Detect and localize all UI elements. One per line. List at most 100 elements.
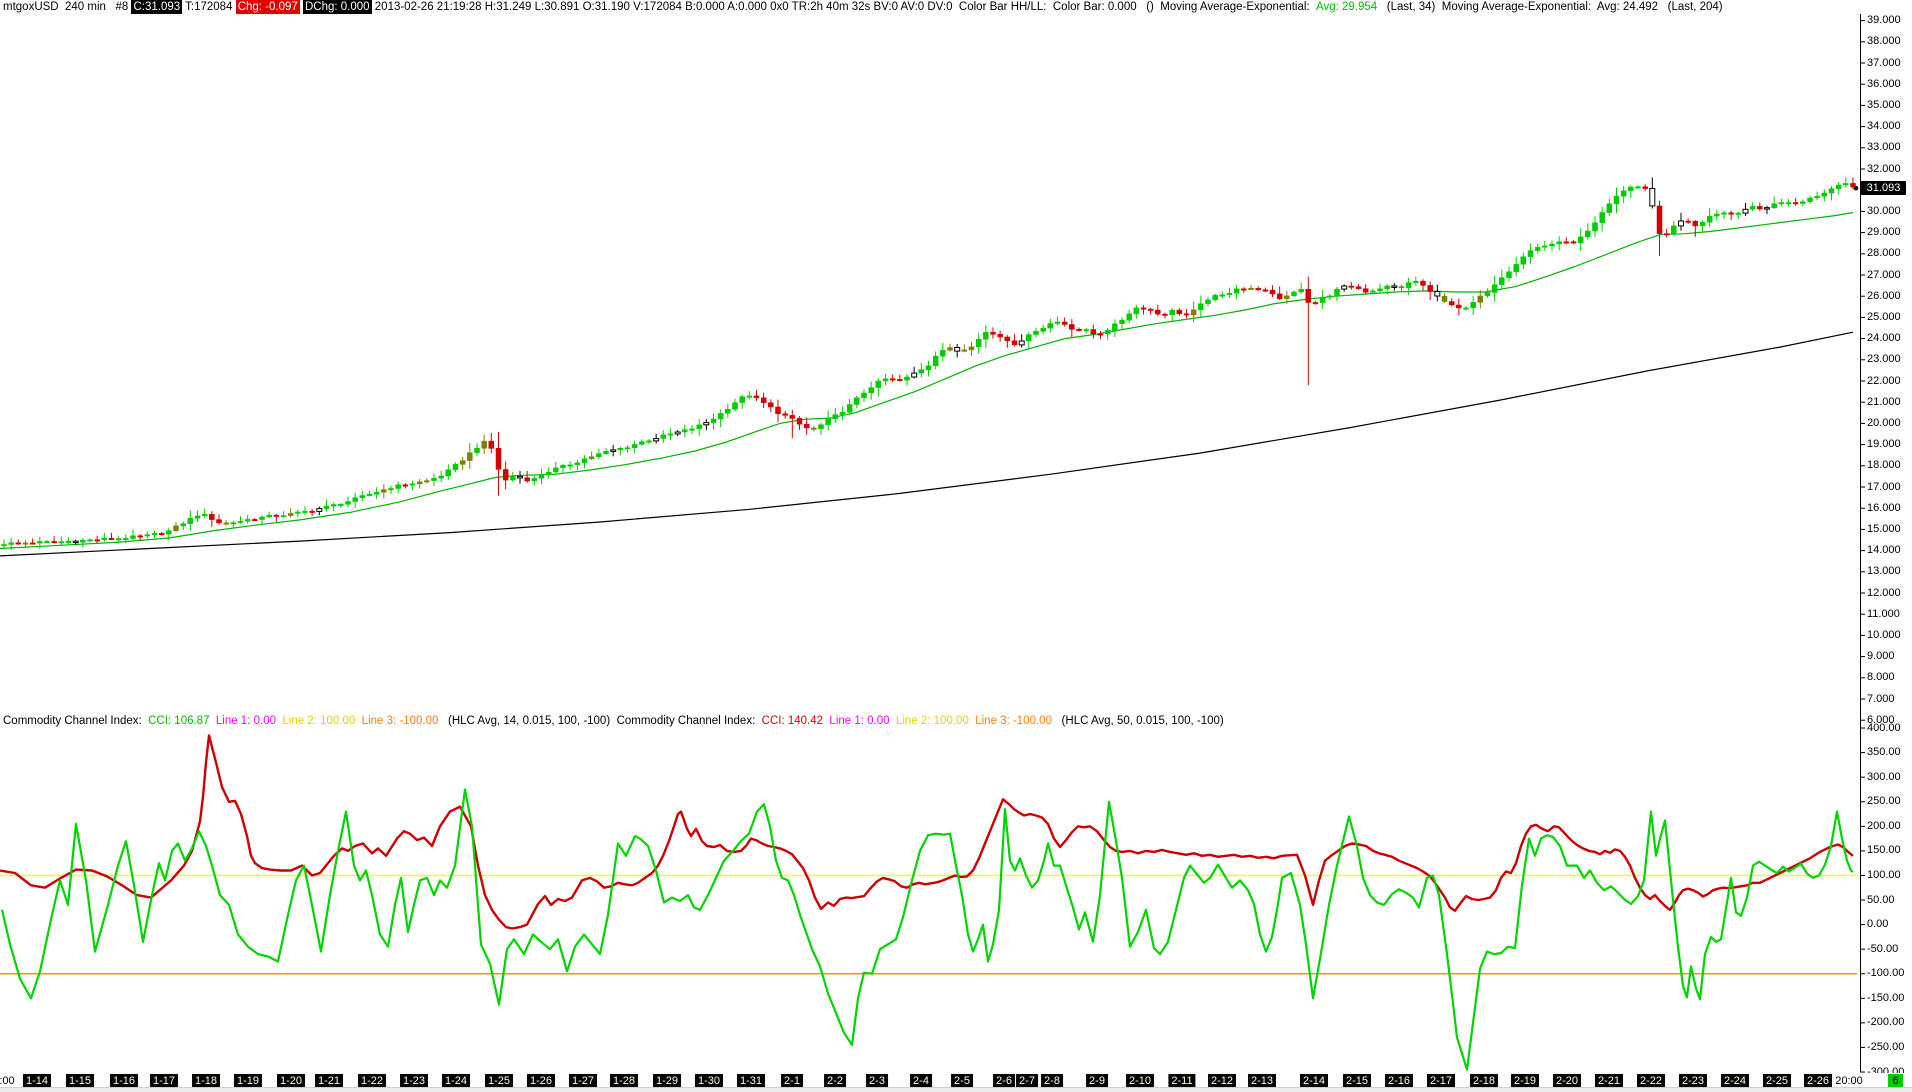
indicator-segment: Line 3: -100.00 (968, 715, 1052, 727)
cci-tick-label: 50.00 (1867, 893, 1895, 906)
price-tick-label: 17.000 (1867, 480, 1901, 493)
time-axis-label: 2-15 (1342, 1074, 1372, 1089)
cci-tick-label: 350.00 (1867, 746, 1901, 759)
cci-tick-label: -150.00 (1867, 991, 1905, 1004)
indicator-segment: (HLC Avg, 14, 0.015, 100, -100) (438, 715, 617, 727)
time-axis-label: 1-22 (357, 1074, 387, 1089)
price-tick-label: 25.000 (1867, 310, 1901, 323)
price-tick-label: 38.000 (1867, 35, 1901, 48)
time-axis-label: 2-11 (1168, 1074, 1196, 1089)
price-tick-label: 37.000 (1867, 56, 1901, 69)
indicator-segment: (HLC Avg, 50, 0.015, 100, -100) (1051, 715, 1224, 727)
time-axis-label: 1-26 (526, 1074, 556, 1089)
indicator-segment: CCI: 140.42 (761, 715, 824, 727)
cci-tick-label: -50.00 (1867, 942, 1899, 955)
price-tick-label: 21.000 (1867, 395, 1901, 408)
price-tick-label: 13.000 (1867, 565, 1901, 578)
time-axis-label: 1-23 (399, 1074, 429, 1089)
cci-tick-label: -100.00 (1867, 967, 1905, 980)
time-axis-label: 2-13 (1247, 1074, 1277, 1089)
time-axis-label: 2-22 (1636, 1074, 1666, 1089)
time-axis-label: 2-3 (866, 1074, 888, 1089)
cci-tick-label: 200.00 (1867, 819, 1901, 832)
status-segment: Avg: 29.954 (1316, 1, 1378, 13)
price-tick-label: 39.000 (1867, 14, 1901, 27)
time-axis-label: 2-4 (910, 1074, 932, 1089)
time-axis-label: 1-31 (736, 1074, 766, 1089)
time-axis-label: 1-19 (233, 1074, 263, 1089)
indicator-segment: Line 3: -100.00 (355, 715, 439, 727)
time-axis-trailing-label: 20:00 (1835, 1074, 1863, 1089)
indicator-segment: Commodity Channel Index: (616, 715, 762, 727)
price-tick-label: 33.000 (1867, 141, 1901, 154)
time-axis-label: 1-25 (484, 1074, 514, 1089)
price-tick-label: 18.000 (1867, 459, 1901, 472)
cci-tick-label: -250.00 (1867, 1040, 1905, 1053)
price-tick-label: 15.000 (1867, 522, 1901, 535)
price-tick-label: 28.000 (1867, 247, 1901, 260)
candles-layer (1, 177, 1856, 550)
price-tick-label: 35.000 (1867, 98, 1901, 111)
time-axis-label: 2-23 (1678, 1074, 1708, 1089)
line-series (0, 734, 1854, 930)
price-tick-label: 26.000 (1867, 289, 1901, 302)
time-axis-label: 2-20 (1552, 1074, 1582, 1089)
cci-tick-label: 400.00 (1867, 721, 1901, 734)
price-tick-label: 27.000 (1867, 268, 1901, 281)
price-tick-label: 10.000 (1867, 628, 1901, 641)
time-axis-label: 2-21 (1594, 1074, 1624, 1089)
indicator-segment: Line 1: 0.00 (823, 715, 890, 727)
price-tick-label: 12.000 (1867, 586, 1901, 599)
status-segment: C:31.093 (131, 0, 183, 14)
time-axis-label: 1-28 (609, 1074, 639, 1089)
price-tick-label: 23.000 (1867, 353, 1901, 366)
status-segment: mtgoxUSD 240 min #8 (3, 1, 132, 13)
status-segment: T:172084 (182, 1, 236, 13)
cci-tick-label: 150.00 (1867, 844, 1901, 857)
price-tick-label: 11.000 (1867, 607, 1900, 620)
time-axis-label: 2-12 (1207, 1074, 1237, 1089)
price-tick-label: 32.000 (1867, 162, 1901, 175)
time-axis-label: 2-24 (1720, 1074, 1750, 1089)
price-tick-label: 7.000 (1867, 692, 1895, 705)
cci-tick-label: 100.00 (1867, 868, 1901, 881)
chartbook-number-badge: 6 (1888, 1074, 1903, 1089)
cci-indicator-labels: Commodity Channel Index: CCI: 106.87 Lin… (3, 714, 1853, 730)
time-axis-label: 2-6 (993, 1074, 1015, 1089)
time-axis-label: 2-2 (824, 1074, 846, 1089)
price-tick-label: 14.000 (1867, 544, 1901, 557)
indicator-segment: CCI: 106.87 (148, 715, 210, 727)
price-tick-label: 29.000 (1867, 226, 1901, 239)
time-axis-label: 2-7 (1016, 1074, 1038, 1089)
time-axis-label: 2-25 (1762, 1074, 1792, 1089)
indicator-segment: Commodity Channel Index: (3, 715, 149, 727)
time-axis-label: 2-18 (1469, 1074, 1499, 1089)
cci-tick-label: 0.00 (1867, 918, 1889, 931)
cci-tick-label: -200.00 (1867, 1016, 1905, 1029)
time-axis-label: 1-30 (694, 1074, 724, 1089)
price-tick-label: 22.000 (1867, 374, 1901, 387)
price-tick-label: 36.000 (1867, 77, 1901, 90)
price-tick-label: 34.000 (1867, 120, 1901, 133)
time-axis-label: 2-9 (1086, 1074, 1108, 1089)
time-axis-label: 1-20 (276, 1074, 306, 1089)
cci-tick-label: 300.00 (1867, 770, 1901, 783)
time-axis-label: 2-5 (951, 1074, 973, 1089)
price-tick-label: 30.000 (1867, 204, 1901, 217)
indicator-segment: Line 1: 0.00 (209, 715, 276, 727)
time-axis-label: 1-18 (191, 1074, 221, 1089)
time-axis-label: 1-24 (441, 1074, 471, 1089)
indicator-segment: Line 2: 100.00 (889, 715, 969, 727)
status-segment: 2013-02-26 21:19:28 H:31.249 L:30.891 O:… (371, 1, 1317, 13)
price-tick-label: 19.000 (1867, 438, 1901, 451)
time-axis-label: 2-19 (1510, 1074, 1540, 1089)
time-axis-label: 2-14 (1299, 1074, 1329, 1089)
chart-status-bar: mtgoxUSD 240 min #8 C:31.093 T:172084 Ch… (3, 0, 1908, 15)
price-tick-label: 8.000 (1867, 671, 1895, 684)
time-axis-label: 2-10 (1125, 1074, 1155, 1089)
last-trade-dot (1853, 185, 1859, 191)
price-tick-label: 24.000 (1867, 332, 1901, 345)
cci-tick-label: 250.00 (1867, 795, 1901, 808)
